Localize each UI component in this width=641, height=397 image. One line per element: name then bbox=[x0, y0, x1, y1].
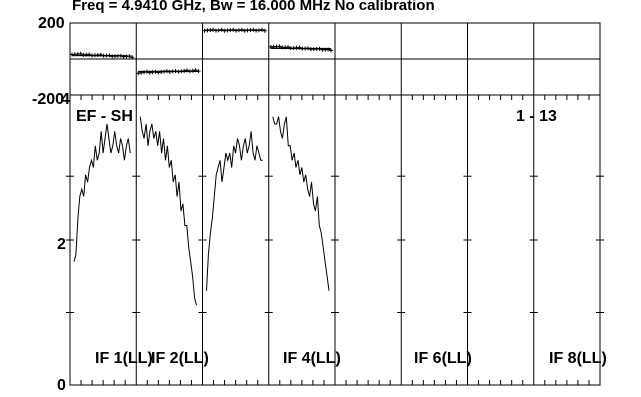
amp-trace bbox=[272, 116, 330, 291]
panel-label-if2: IF 2(LL) bbox=[151, 350, 209, 367]
amp-trace bbox=[73, 123, 131, 262]
phase-trace-line bbox=[270, 47, 332, 50]
amp-ytick-4: 4 bbox=[61, 91, 70, 108]
amp-ytick-0: 0 bbox=[57, 377, 66, 394]
phase-ytick-bottom: -200 bbox=[32, 91, 64, 108]
panel-label-if6: IF 6(LL) bbox=[414, 350, 472, 367]
amp-trace bbox=[139, 116, 197, 306]
scan-label: 1 - 13 bbox=[516, 108, 557, 125]
panel-label-if8: IF 8(LL) bbox=[549, 350, 607, 367]
amp-trace bbox=[206, 131, 263, 291]
chart-title: Freq = 4.9410 GHz, Bw = 16.000 MHz No ca… bbox=[72, 0, 435, 14]
phase-ytick-top: 200 bbox=[38, 15, 65, 32]
amp-ytick-2: 2 bbox=[57, 236, 66, 253]
station-label: EF - SH bbox=[76, 108, 133, 125]
panel-label-if4: IF 4(LL) bbox=[283, 350, 341, 367]
panel-label-if1: IF 1(LL) bbox=[95, 350, 153, 367]
